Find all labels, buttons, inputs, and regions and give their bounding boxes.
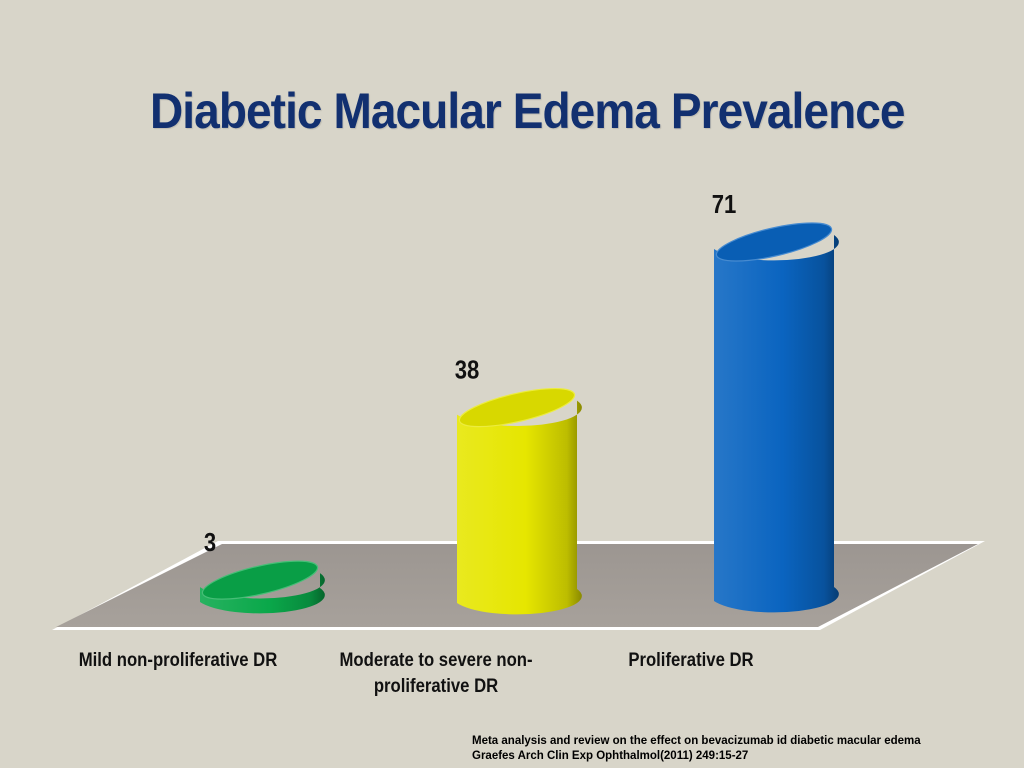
- chart-title: Diabetic Macular Edema Prevalence: [150, 83, 906, 139]
- bar-2-top: [458, 387, 576, 428]
- value-label-1: 3: [204, 528, 216, 557]
- category-label-2: Moderate to severe non-proliferative DR: [340, 649, 533, 696]
- category-label-1: Mild non-proliferative DR: [79, 649, 278, 670]
- bar-2-body: [457, 400, 582, 615]
- bar-3-body: [714, 235, 839, 613]
- citation-line-1: Meta analysis and review on the effect o…: [472, 735, 921, 747]
- value-label-2: 38: [455, 356, 480, 385]
- citation: Meta analysis and review on the effect o…: [472, 734, 921, 764]
- bar-1-body: [200, 573, 325, 614]
- bar-1-top: [201, 560, 319, 600]
- bar-2: [457, 387, 582, 615]
- citation-line-2: Graefes Arch Clin Exp Ophthalmol(2011) 2…: [472, 750, 749, 762]
- bar-3-top: [715, 222, 833, 262]
- bar-1: [200, 560, 325, 614]
- bar-3: [714, 222, 839, 613]
- category-label-3: Proliferative DR: [628, 649, 753, 670]
- value-label-3: 71: [712, 190, 737, 219]
